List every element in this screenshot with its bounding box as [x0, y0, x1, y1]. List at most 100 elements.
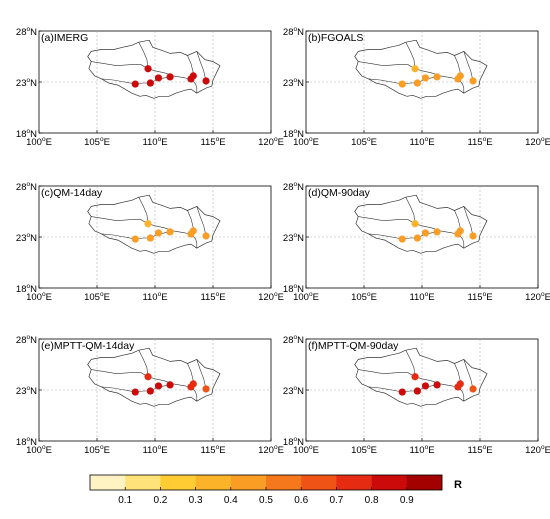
sub-basin-boundary [463, 206, 474, 237]
x-tick-label: 115oE [467, 136, 492, 148]
y-tick-label: 18oN [16, 436, 37, 448]
colorbar-tick-label: 0.6 [294, 495, 308, 506]
x-tick-label: 105oE [351, 136, 377, 148]
station-point [166, 381, 174, 389]
sub-basin-boundary [196, 359, 207, 390]
y-tick-label: 28oN [16, 334, 37, 346]
basin-outline [87, 39, 221, 99]
station-point [456, 72, 464, 80]
colorbar-tick-label: 0.8 [365, 495, 379, 506]
station-point [154, 74, 163, 82]
colorbar-swatch [90, 475, 126, 490]
y-tick-label: 23oN [283, 385, 304, 397]
y-tick-label: 18oN [16, 128, 37, 140]
station-point [166, 73, 174, 81]
station-point [154, 382, 163, 390]
x-tick-label: 100oE [293, 136, 319, 148]
sub-basin-boundary [191, 387, 198, 402]
sub-basin-boundary [405, 350, 416, 377]
x-tick-label: 110oE [409, 291, 434, 303]
sub-basin-boundary [196, 206, 207, 237]
y-tick-label: 23oN [16, 385, 37, 397]
y-tick-label: 18oN [283, 436, 304, 448]
station-point [421, 74, 430, 82]
y-tick-label: 23oN [16, 232, 37, 244]
y-tick-label: 23oN [283, 77, 304, 89]
colorbar-swatch [266, 475, 302, 490]
map-panel: 100oE 105oE 110oE 115oE 120oE 18oN 23oN 28oN (a)… [16, 26, 284, 148]
panel-title: (a)IMERG [41, 32, 88, 44]
sub-basin-boundary [405, 42, 416, 69]
x-tick-label: 105oE [351, 291, 377, 303]
x-tick-label: 120oE [258, 136, 284, 148]
station-point [469, 77, 477, 85]
x-tick-label: 120oE [525, 291, 550, 303]
x-tick-label: 110oE [409, 136, 434, 148]
panel-title: (d)QM-90day [308, 187, 371, 199]
x-tick-label: 105oE [351, 444, 377, 456]
colorbar-tick-label: 0.7 [329, 495, 343, 506]
x-tick-label: 105oE [84, 136, 110, 148]
colorbar-swatch [160, 475, 196, 490]
station-point [189, 72, 197, 80]
sub-basin-boundary [463, 359, 474, 390]
station-point [146, 79, 154, 87]
x-tick-label: 110oE [409, 444, 434, 456]
station-point [413, 234, 421, 242]
basin-outline [354, 194, 488, 254]
station-point [398, 388, 406, 396]
colorbar-swatch [406, 475, 443, 490]
station-point [131, 388, 139, 396]
station-point [144, 220, 152, 228]
colorbar-label: R [454, 479, 462, 491]
x-tick-label: 100oE [26, 136, 52, 148]
station-point [433, 381, 441, 389]
station-point [469, 385, 477, 393]
station-point [411, 373, 419, 381]
map-panel: 100oE 105oE 110oE 115oE 120oE 18oN 23oN 28oN (c)… [16, 181, 284, 303]
station-point [398, 80, 406, 88]
y-tick-label: 28oN [16, 26, 37, 38]
station-point [413, 387, 421, 395]
colorbar-tick-label: 0.3 [189, 495, 203, 506]
x-tick-label: 105oE [84, 444, 110, 456]
colorbar-swatch [125, 475, 161, 490]
x-tick-label: 120oE [525, 136, 550, 148]
station-point [456, 380, 464, 388]
station-point [202, 232, 210, 240]
station-point [131, 80, 139, 88]
station-point [413, 79, 421, 87]
station-point [411, 220, 419, 228]
sub-basin-boundary [458, 234, 465, 249]
basin-outline [87, 347, 221, 407]
panel-title: (e)MPTT-QM-14day [41, 340, 135, 352]
sub-basin-boundary [463, 51, 474, 82]
x-tick-label: 120oE [525, 444, 550, 456]
y-tick-label: 18oN [283, 128, 304, 140]
sub-basin-boundary [458, 387, 465, 402]
station-point [131, 235, 139, 243]
station-point [421, 382, 430, 390]
y-tick-label: 23oN [16, 77, 37, 89]
x-tick-label: 110oE [142, 444, 167, 456]
x-tick-label: 120oE [258, 444, 284, 456]
colorbar-swatch [195, 475, 232, 490]
x-tick-label: 100oE [293, 291, 319, 303]
station-point [146, 234, 154, 242]
station-point [411, 65, 419, 73]
basin-outline [87, 194, 221, 254]
x-tick-label: 100oE [26, 291, 52, 303]
x-tick-label: 120oE [258, 291, 284, 303]
panel-title: (b)FGOALS [308, 32, 363, 44]
map-panel: 100oE 105oE 110oE 115oE 120oE 18oN 23oN 28oN (f)… [283, 334, 550, 456]
station-point [202, 385, 210, 393]
x-tick-label: 105oE [84, 291, 110, 303]
colorbar-swatch [301, 475, 337, 490]
station-point [433, 228, 441, 236]
x-tick-label: 115oE [467, 291, 492, 303]
colorbar-tick-label: 0.4 [224, 495, 238, 506]
station-point [202, 77, 210, 85]
colorbar-swatch [336, 475, 372, 490]
sub-basin-boundary [196, 51, 207, 82]
map-panel: 100oE 105oE 110oE 115oE 120oE 18oN 23oN 28oN (b)… [283, 26, 550, 148]
